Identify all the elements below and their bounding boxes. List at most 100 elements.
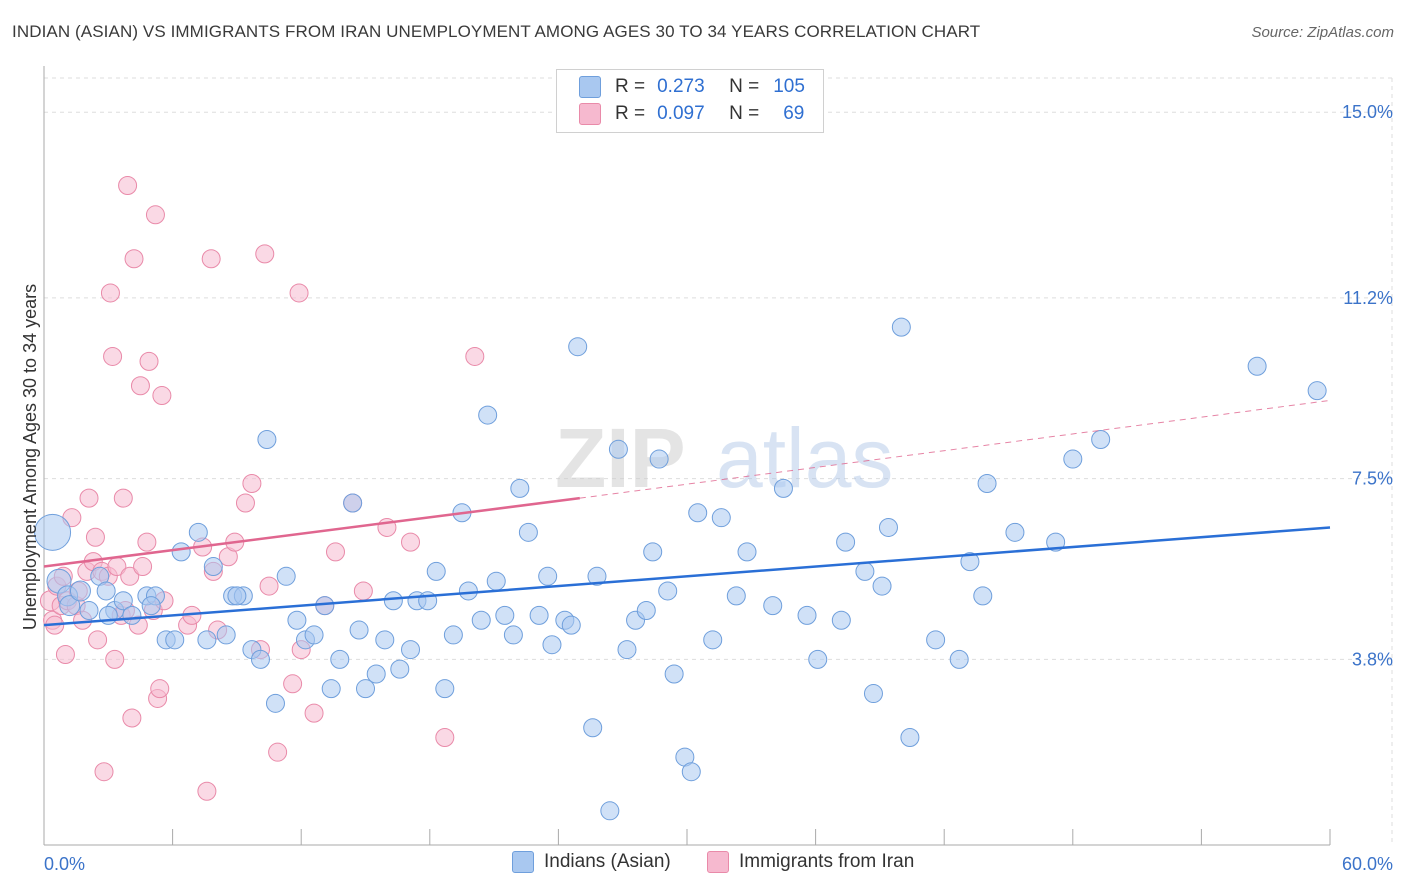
data-point-indian: [426, 561, 446, 581]
data-point-indian: [122, 605, 142, 625]
data-point-indian: [583, 718, 603, 738]
data-point-indian: [561, 615, 581, 635]
data-point-indian: [458, 581, 478, 601]
data-point-iran: [259, 576, 279, 596]
data-point-indian: [617, 640, 637, 660]
data-point-indian: [831, 610, 851, 630]
data-point-indian: [587, 566, 607, 586]
x-tick-label-max: 60.0%: [1342, 854, 1393, 874]
data-point-indian: [960, 552, 980, 572]
y-tick-label: 15.0%: [1342, 102, 1393, 122]
data-point-indian: [649, 449, 669, 469]
data-point-iran: [150, 679, 170, 699]
data-point-indian: [401, 640, 421, 660]
data-point-indian: [287, 610, 307, 630]
data-point-indian: [872, 576, 892, 596]
data-point-indian: [171, 542, 191, 562]
data-point-indian: [165, 630, 185, 650]
data-point-indian: [349, 620, 369, 640]
data-point-indian: [96, 581, 116, 601]
data-point-indian: [529, 605, 549, 625]
data-point-indian: [726, 586, 746, 606]
data-point-indian: [257, 430, 277, 450]
data-point-indian: [977, 473, 997, 493]
data-point-indian: [538, 566, 558, 586]
data-point-indian: [330, 649, 350, 669]
data-point-indian: [435, 679, 455, 699]
data-point-indian: [973, 586, 993, 606]
data-point-indian: [808, 649, 828, 669]
data-point-iran: [122, 708, 142, 728]
data-point-iran: [235, 493, 255, 513]
data-point-iran: [255, 244, 275, 264]
data-point-indian: [503, 625, 523, 645]
data-point-indian: [69, 580, 91, 602]
legend-swatch-indian: [579, 76, 601, 98]
bottom-legend-indian: Indians (Asian): [512, 851, 671, 873]
data-point-indian: [203, 557, 223, 577]
data-point-iran: [325, 542, 345, 562]
legend-r-value-iran: 0.097: [657, 103, 705, 124]
legend-n-value-indian: 105: [773, 76, 805, 97]
data-point-iran: [353, 581, 373, 601]
bottom-legend-label-iran: Immigrants from Iran: [739, 851, 915, 872]
data-point-indian: [797, 605, 817, 625]
data-point-indian: [1046, 532, 1066, 552]
data-point-indian: [34, 513, 72, 551]
data-point-iran: [124, 249, 144, 269]
data-point-iran: [133, 557, 153, 577]
legend-n-label: N =: [729, 76, 760, 97]
data-point-indian: [878, 517, 898, 537]
data-point-indian: [478, 405, 498, 425]
data-point-indian: [495, 605, 515, 625]
data-point-indian: [608, 439, 628, 459]
data-point-indian: [79, 601, 99, 621]
data-point-iran: [242, 473, 262, 493]
data-point-iran: [268, 742, 288, 762]
y-tick-label: 3.8%: [1352, 649, 1393, 669]
data-point-iran: [145, 205, 165, 225]
data-point-indian: [855, 561, 875, 581]
legend-swatch-iran: [579, 103, 601, 125]
data-point-indian: [315, 596, 335, 616]
data-point-indian: [390, 659, 410, 679]
data-point-iran: [120, 566, 140, 586]
data-point-iran: [401, 532, 421, 552]
data-point-indian: [304, 625, 324, 645]
trendline-indian: [43, 526, 1331, 627]
data-point-iran: [88, 630, 108, 650]
data-point-indian: [276, 566, 296, 586]
series-indian-points: [34, 317, 1327, 821]
trendlines: [43, 399, 1331, 627]
bottom-legend-swatch-indian: [512, 851, 534, 873]
data-point-iran: [85, 527, 105, 547]
legend-r-value-indian: 0.273: [657, 76, 705, 97]
bottom-legend-swatch-iran: [707, 851, 729, 873]
data-point-indian: [510, 478, 530, 498]
legend-r-label: R =: [615, 103, 646, 124]
legend-row-iran: R = 0.097 N = 69: [579, 102, 804, 126]
x-tick-label-min: 0.0%: [44, 854, 85, 874]
data-point-indian: [141, 596, 161, 616]
data-point-indian: [658, 581, 678, 601]
data-point-indian: [949, 649, 969, 669]
data-point-indian: [891, 317, 911, 337]
data-point-indian: [443, 625, 463, 645]
data-point-indian: [600, 801, 620, 821]
data-point-indian: [900, 728, 920, 748]
data-point-indian: [763, 596, 783, 616]
data-point-indian: [227, 586, 247, 606]
legend-n-label: N =: [729, 103, 760, 124]
data-point-indian: [773, 478, 793, 498]
bottom-legend-label-indian: Indians (Asian): [544, 851, 671, 872]
data-point-indian: [59, 595, 81, 617]
data-point-iran: [113, 488, 133, 508]
data-point-iran: [137, 532, 157, 552]
data-point-indian: [321, 679, 341, 699]
data-point-iran: [435, 728, 455, 748]
series-iran-points: [39, 175, 485, 801]
data-point-indian: [197, 630, 217, 650]
data-point-iran: [55, 644, 75, 664]
data-point-indian: [664, 664, 684, 684]
data-point-iran: [304, 703, 324, 723]
